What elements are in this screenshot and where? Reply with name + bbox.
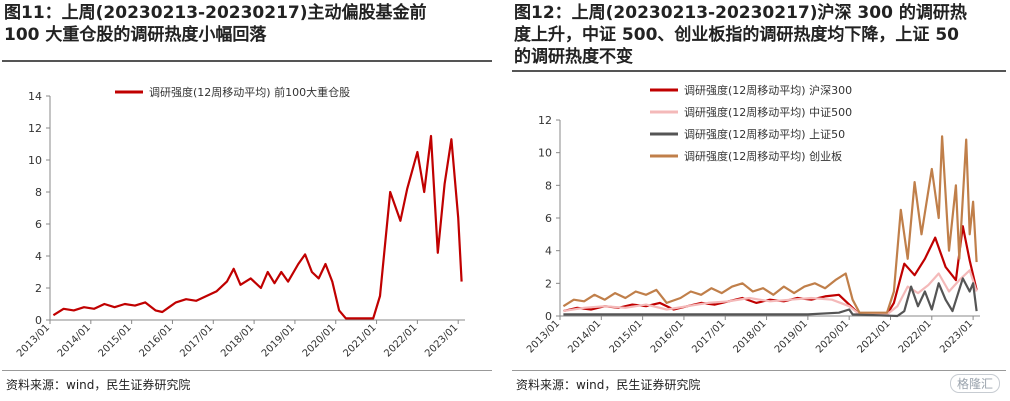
y-tick-label: 14	[28, 90, 42, 103]
figure-11-title-line-1: 图11：上周(20230213-20230217)主动偏股基金前	[4, 3, 427, 23]
x-tick-label: 2017/01	[178, 322, 215, 359]
x-tick-label: 2021/01	[855, 318, 892, 355]
x-tick-label: 2019/01	[773, 318, 810, 355]
legend-label-1: 调研强度(12周移动平均) 中证500	[684, 105, 852, 119]
figure-11-title-rule	[2, 60, 492, 62]
y-tick-label: 8	[35, 186, 42, 199]
x-tick-label: 2013/01	[15, 322, 52, 359]
y-tick-label: 2	[545, 277, 552, 290]
figure-11-panel: 图11：上周(20230213-20230217)主动偏股基金前 100 大重仓…	[0, 0, 495, 401]
figure-11-source: 资料来源：wind，民生证券研究院	[6, 378, 191, 392]
figure-12-title-line-3: 的调研热度不变	[514, 47, 633, 67]
legend-label-3: 调研强度(12周移动平均) 创业板	[684, 149, 842, 163]
figure-12-panel: 图12：上周(20230213-20230217)沪深 300 的调研热 度上升…	[510, 0, 1010, 401]
series-line-3	[562, 135, 978, 314]
y-tick-label: 10	[28, 154, 42, 167]
figure-12-title-line-2: 度上升，中证 500、创业板指的调研热度均下降，上证 50	[514, 25, 959, 45]
y-tick-label: 4	[545, 245, 552, 258]
figure-12-title-line-1: 图12：上周(20230213-20230217)沪深 300 的调研热	[514, 3, 967, 23]
gelonghui-watermark-logo: 格隆汇	[949, 374, 1000, 393]
series-line-0	[52, 134, 463, 320]
x-tick-label: 2013/01	[525, 318, 562, 355]
legend-label-0: 调研强度(12周移动平均) 前100大重仓股	[149, 85, 350, 99]
x-tick-label: 2014/01	[56, 322, 93, 359]
y-tick-label: 4	[35, 250, 42, 263]
x-tick-label: 2023/01	[423, 322, 460, 359]
x-tick-label: 2022/01	[382, 322, 419, 359]
x-tick-label: 2015/01	[97, 322, 134, 359]
figure-11-source-rule	[2, 370, 492, 371]
x-tick-label: 2020/01	[814, 318, 851, 355]
figure-12-source: 资料来源：wind，民生证券研究院	[516, 378, 701, 392]
y-tick-label: 6	[35, 218, 42, 231]
legend-label-0: 调研强度(12周移动平均) 沪深300	[684, 83, 852, 97]
x-tick-label: 2019/01	[260, 322, 297, 359]
figure-12-title: 图12：上周(20230213-20230217)沪深 300 的调研热 度上升…	[514, 2, 967, 68]
x-tick-label: 2023/01	[938, 318, 975, 355]
y-tick-label: 8	[545, 179, 552, 192]
x-tick-label: 2021/01	[342, 322, 379, 359]
x-tick-label: 2020/01	[301, 322, 338, 359]
series-line-1	[563, 269, 978, 316]
y-tick-label: 2	[35, 282, 42, 295]
series-line-2	[563, 277, 978, 318]
y-tick-label: 0	[35, 314, 42, 327]
x-tick-label: 2017/01	[690, 318, 727, 355]
y-tick-label: 10	[538, 147, 552, 160]
figure-11-title-line-2: 100 大重仓股的调研热度小幅回落	[4, 25, 267, 45]
y-tick-label: 6	[545, 212, 552, 225]
x-tick-label: 2022/01	[897, 318, 934, 355]
x-tick-label: 2018/01	[219, 322, 256, 359]
x-tick-label: 2015/01	[608, 318, 645, 355]
x-tick-label: 2014/01	[566, 318, 603, 355]
y-tick-label: 12	[538, 114, 552, 127]
legend-label-2: 调研强度(12周移动平均) 上证50	[684, 127, 845, 141]
y-tick-label: 12	[28, 122, 42, 135]
x-tick-label: 2016/01	[137, 322, 174, 359]
figure-12-title-rule	[512, 70, 1006, 72]
x-tick-label: 2016/01	[649, 318, 686, 355]
figure-12-source-rule	[512, 370, 1006, 371]
x-tick-label: 2018/01	[732, 318, 769, 355]
figure-11-title: 图11：上周(20230213-20230217)主动偏股基金前 100 大重仓…	[4, 2, 427, 46]
y-tick-label: 0	[545, 310, 552, 323]
